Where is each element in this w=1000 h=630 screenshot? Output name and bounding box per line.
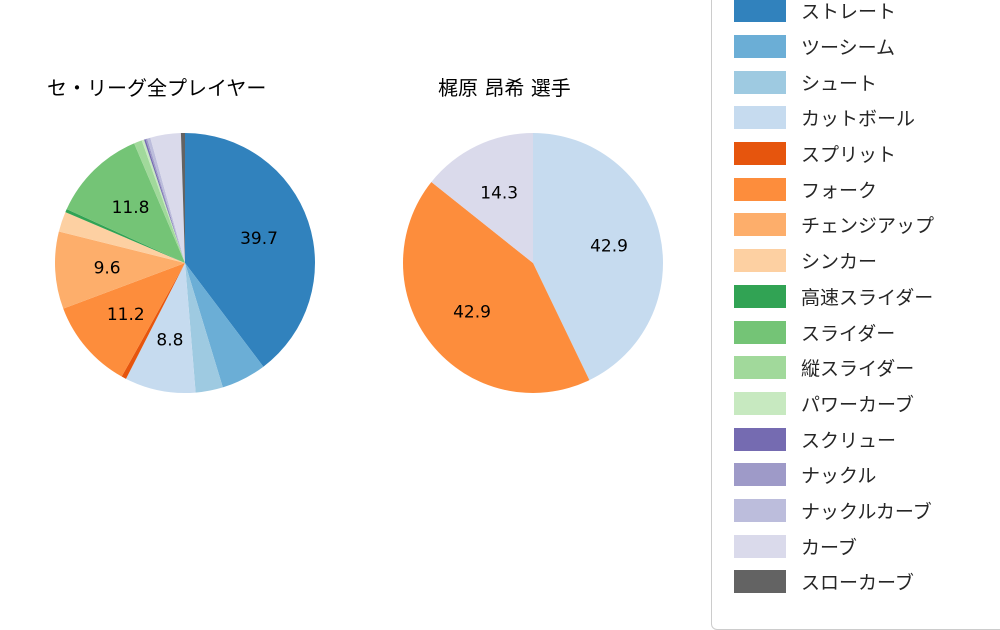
pie-slice-4 [121, 263, 185, 379]
right-pie-chart: 42.9 42.9 14.3 [402, 133, 664, 394]
pie-slice-16 [180, 132, 185, 263]
pie-slice-2 [185, 263, 223, 393]
legend-swatch-icon [734, 284, 786, 308]
legend-swatch-icon [734, 463, 786, 487]
legend-item: 高速スライダー [734, 279, 1000, 315]
pie-slice-15 [150, 133, 185, 263]
pie-slice-6 [54, 231, 185, 309]
left-pie-chart: 39.7 8.8 11.2 9.6 11.8 [54, 132, 315, 394]
pie-slice-label: 14.3 [480, 184, 518, 204]
pie-slice-3 [125, 263, 196, 394]
pie-slice-1 [185, 263, 264, 388]
legend-item: フォーク [734, 171, 1000, 207]
pie-slice-8 [65, 209, 185, 263]
legend-item: スライダー [734, 314, 1000, 350]
legend-swatch-icon [734, 0, 786, 23]
legend-item: カーブ [734, 528, 1000, 564]
right-pie-title: 梶原 昂希 選手 [438, 76, 571, 100]
legend-label: スローカーブ [801, 572, 914, 595]
legend-label: ストレート [801, 1, 897, 24]
legend-label: スプリット [801, 144, 897, 167]
pie-slice-label: 42.9 [453, 303, 491, 323]
pitch-type-legend: ストレートツーシームシュートカットボール スプリットフォークチェンジアップ シンカー… [711, 0, 1000, 630]
legend-swatch-icon [734, 142, 786, 166]
legend-label: スクリュー [801, 429, 897, 452]
legend-label: 縦スライダー [801, 358, 915, 381]
pie-slice-label: 11.2 [107, 305, 145, 325]
pie-slice-label: 8.8 [156, 330, 183, 350]
pie-slice-13 [145, 138, 185, 263]
legend-item: スクリュー [734, 421, 1000, 457]
legend-swatch-icon [734, 534, 786, 558]
pie-slice-label: 9.6 [94, 258, 121, 278]
legend-swatch-icon [734, 427, 786, 451]
legend-swatch-icon [734, 106, 786, 130]
legend-label: ナックル [801, 465, 877, 488]
pie-slice-0 [185, 133, 315, 367]
legend-swatch-icon [734, 177, 786, 201]
legend-label: ナックルカーブ [801, 500, 932, 523]
legend-item: 縦スライダー [734, 350, 1000, 386]
legend-item: スローカーブ [734, 564, 1000, 600]
pie-slice-5 [63, 263, 185, 377]
legend-item: シンカー [734, 243, 1000, 279]
legend-item: ナックルカーブ [734, 493, 1000, 529]
left-pie-title: セ・リーグ全プレイヤー [47, 76, 267, 100]
pie-slice-label: 42.9 [590, 237, 628, 257]
legend-swatch-icon [734, 213, 786, 237]
pie-slice-9 [66, 143, 185, 263]
pie-slice-14 [147, 137, 185, 263]
legend-item: ツーシーム [734, 29, 1000, 65]
pie-slice-1 [402, 181, 590, 394]
pie-slice-2 [431, 133, 533, 263]
legend-label: 高速スライダー [801, 286, 934, 309]
legend-swatch-icon [734, 35, 786, 59]
legend-label: ツーシーム [801, 37, 896, 60]
legend-swatch-icon [734, 570, 786, 594]
legend-label: シュート [801, 72, 878, 95]
pie-slice-7 [58, 212, 185, 263]
pie-slice-label: 11.8 [112, 198, 150, 218]
legend-item: カットボール [734, 100, 1000, 136]
legend-item: ナックル [734, 457, 1000, 493]
legend-item: パワーカーブ [734, 386, 1000, 422]
legend-swatch-icon [734, 391, 786, 415]
legend-item: ストレート [734, 0, 1000, 29]
legend-label: パワーカーブ [801, 393, 914, 416]
legend-label: カーブ [801, 536, 857, 559]
pie-slice-10 [134, 140, 185, 263]
pie-slice-0 [533, 133, 664, 381]
legend-swatch-icon [734, 498, 786, 522]
pie-slice-11 [141, 139, 185, 263]
legend-item: シュート [734, 64, 1000, 100]
legend-swatch-icon [734, 70, 786, 94]
pie-slice-label: 39.7 [240, 229, 278, 249]
legend-item: スプリット [734, 136, 1000, 172]
legend-label: カットボール [801, 108, 916, 131]
legend-item: チェンジアップ [734, 207, 1000, 243]
legend-swatch-icon [734, 320, 786, 344]
legend-swatch-icon [734, 249, 786, 273]
legend-label: フォーク [801, 179, 878, 202]
legend-label: シンカー [801, 251, 878, 274]
legend-swatch-icon [734, 356, 786, 380]
legend-label: チェンジアップ [801, 215, 935, 238]
pie-slice-12 [144, 139, 185, 263]
legend-label: スライダー [801, 322, 896, 345]
